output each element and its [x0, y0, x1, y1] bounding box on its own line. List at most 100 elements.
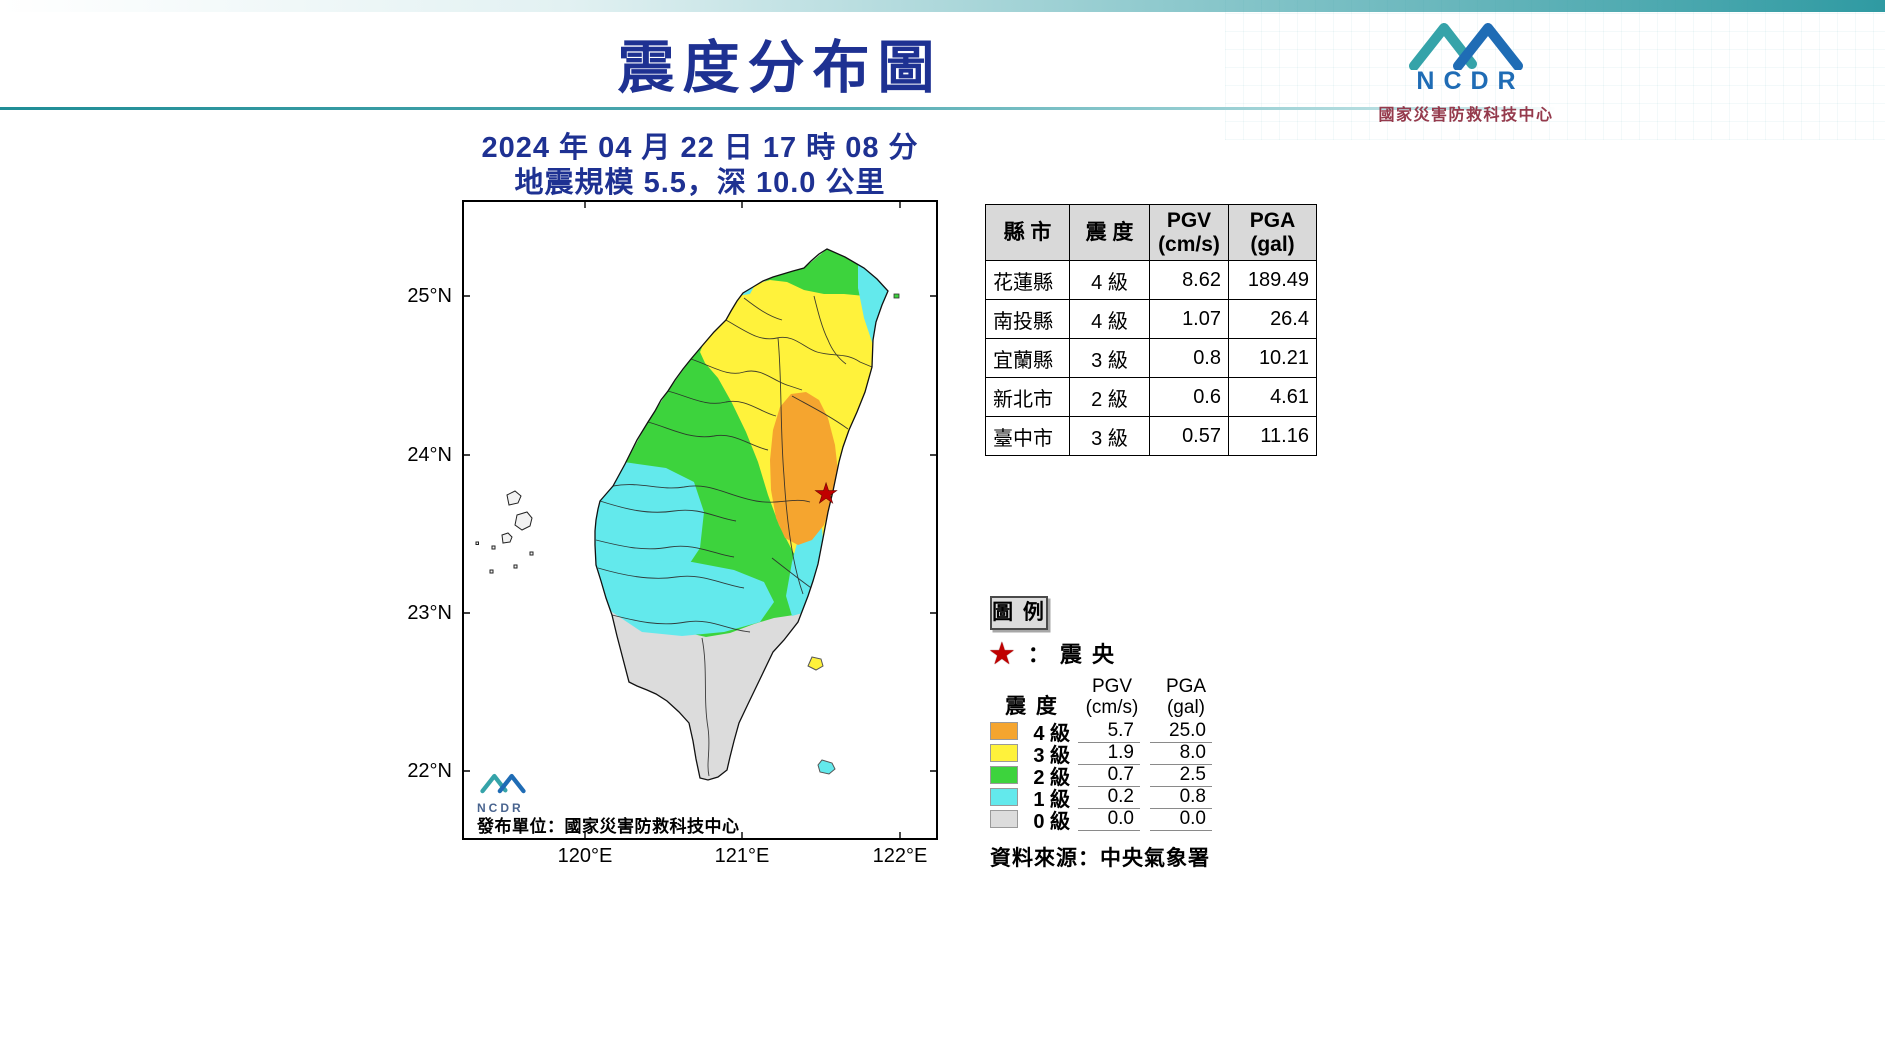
cell-pga: 4.61	[1228, 377, 1317, 417]
lon-label-120e: 120°E	[557, 845, 613, 867]
header-pgv: PGV (cm/s)	[1149, 204, 1229, 261]
top-decoration-strip	[0, 0, 1885, 12]
cell-pga: 10.21	[1228, 338, 1317, 378]
legend-row: 2 級 0.7 2.5	[988, 764, 1228, 789]
legend-row-pga: 25.0	[1150, 720, 1212, 743]
legend-col-pgv-line1: PGV	[1091, 676, 1133, 697]
cell-intensity: 2 級	[1069, 377, 1150, 417]
legend-row: 0 級 0.0 0.0	[988, 808, 1228, 833]
epicenter-star: ★	[813, 478, 838, 509]
legend-row-label: 0 級	[1033, 810, 1070, 833]
intensity-table: 縣 市 震 度 PGV (cm/s) PGA (gal) 花蓮縣 4 級 8.6…	[985, 204, 1317, 456]
penghu-islands	[475, 490, 534, 574]
intensity-3-swatch	[990, 744, 1018, 762]
event-info: 2024 年 04 月 22 日 17 時 08 分 地震規模 5.5，深 10…	[390, 131, 1010, 201]
event-datetime: 2024 年 04 月 22 日 17 時 08 分	[481, 132, 919, 164]
cell-pgv: 8.62	[1149, 260, 1229, 300]
header-intensity: 震 度	[1069, 204, 1150, 261]
intensity-0-swatch	[990, 810, 1018, 828]
legend-row-pga: 0.8	[1150, 786, 1212, 809]
cell-county: 花蓮縣	[985, 260, 1070, 300]
green-island	[807, 656, 824, 671]
cell-pga: 11.16	[1228, 416, 1317, 456]
legend-row-label: 4 級	[1033, 722, 1070, 745]
lon-label-122e: 122°E	[872, 845, 928, 867]
cell-county: 臺中市	[985, 416, 1070, 456]
taiwan-coastline	[594, 248, 889, 781]
cell-county: 宜蘭縣	[985, 338, 1070, 378]
table-row: 花蓮縣 4 級 8.62 189.49	[985, 260, 1317, 300]
cell-pga: 26.4	[1228, 299, 1317, 339]
cell-county: 南投縣	[985, 299, 1070, 339]
table-row: 南投縣 4 級 1.07 26.4	[985, 299, 1317, 339]
legend-epicenter-star-icon: ★	[988, 635, 1016, 671]
lat-label-22n: 22°N	[407, 760, 452, 782]
header-pgv-line2: (cm/s)	[1158, 232, 1220, 256]
legend-row-label: 1 級	[1033, 788, 1070, 811]
turtle-island	[893, 293, 900, 299]
map-ncdr-logo: NCDR	[477, 769, 557, 815]
publisher-line: 發布單位：國家災害防救科技中心	[477, 817, 740, 836]
legend-row: 3 級 1.9 8.0	[988, 742, 1228, 767]
cell-pgv: 0.8	[1149, 338, 1229, 378]
intensity-2-swatch	[990, 766, 1018, 784]
cell-pgv: 0.57	[1149, 416, 1229, 456]
orchid-island	[817, 759, 836, 775]
legend-row-pgv: 1.9	[1078, 742, 1140, 765]
cell-intensity: 4 級	[1069, 260, 1150, 300]
legend-epicenter-label: ： 震 央	[1027, 642, 1117, 667]
intensity-region-1-south	[598, 560, 774, 636]
map-frame	[462, 200, 938, 840]
legend-row: 4 級 5.7 25.0	[988, 720, 1228, 745]
ncdr-mountain-icon	[1409, 23, 1523, 70]
taiwan-intensity-map: ★	[462, 200, 938, 840]
legend-row-pga: 8.0	[1150, 742, 1212, 765]
table-row: 臺中市 3 級 0.57 11.16	[985, 416, 1317, 456]
legend-row-pga: 2.5	[1150, 764, 1212, 787]
intensity-region-1-eastcoast	[786, 528, 824, 616]
legend-scale-table: 震 度 PGV (cm/s) PGA (gal) 4 級 5.7 25.0 3 …	[988, 672, 1228, 833]
legend-col-pgv-line2: (cm/s)	[1085, 697, 1139, 718]
ncdr-logo: NCDR 國家災害防救科技中心	[1368, 16, 1564, 125]
header-pgv-line1: PGV	[1166, 208, 1212, 232]
header-pga-line1: PGA	[1249, 208, 1296, 232]
legend-row-pgv: 0.2	[1078, 786, 1140, 809]
legend-col-pgv: PGV (cm/s)	[1076, 672, 1148, 720]
table-row: 宜蘭縣 3 級 0.8 10.21	[985, 338, 1317, 378]
axis-ticks	[463, 201, 937, 839]
header-pga: PGA (gal)	[1228, 204, 1317, 261]
intensity-region-1-west	[595, 462, 704, 590]
lat-label-23n: 23°N	[407, 602, 452, 624]
cell-intensity: 3 級	[1069, 338, 1150, 378]
data-source-line: 資料來源：中央氣象署	[990, 847, 1210, 870]
legend-title: 圖 例	[990, 596, 1048, 630]
header-pga-line2: (gal)	[1250, 232, 1295, 256]
legend-row-pga: 0.0	[1150, 808, 1212, 831]
cell-pga: 189.49	[1228, 260, 1317, 300]
intensity-region-4	[770, 392, 838, 545]
county-boundaries	[595, 295, 873, 777]
page-title: 震度分布圖	[617, 36, 943, 100]
ncdr-logo-acronym: NCDR	[1416, 67, 1525, 95]
event-magnitude-depth: 地震規模 5.5，深 10.0 公里	[514, 167, 886, 199]
intensity-table-header-row: 縣 市 震 度 PGV (cm/s) PGA (gal)	[985, 204, 1317, 261]
cell-pgv: 1.07	[1149, 299, 1229, 339]
legend-col-intensity: 震 度	[1005, 695, 1059, 718]
map-ncdr-logo-acronym: NCDR	[477, 801, 524, 815]
ncdr-logo-orgname: 國家災害防救科技中心	[1378, 107, 1554, 124]
map-ncdr-mountain-icon	[480, 773, 526, 794]
legend-col-pga-line1: PGA	[1165, 676, 1207, 697]
intensity-1-swatch	[990, 788, 1018, 806]
lat-label-25n: 25°N	[407, 285, 452, 307]
table-row: 新北市 2 級 0.6 4.61	[985, 377, 1317, 417]
cell-pgv: 0.6	[1149, 377, 1229, 417]
legend-row: 1 級 0.2 0.8	[988, 786, 1228, 811]
legend-col-pga-line2: (gal)	[1166, 697, 1205, 718]
legend-row-pgv: 5.7	[1078, 720, 1140, 743]
legend-epicenter: ★ ： 震 央	[988, 637, 1116, 669]
cell-intensity: 4 級	[1069, 299, 1150, 339]
lat-label-24n: 24°N	[407, 444, 452, 466]
intensity-4-swatch	[990, 722, 1018, 740]
legend-row-label: 2 級	[1033, 766, 1070, 789]
